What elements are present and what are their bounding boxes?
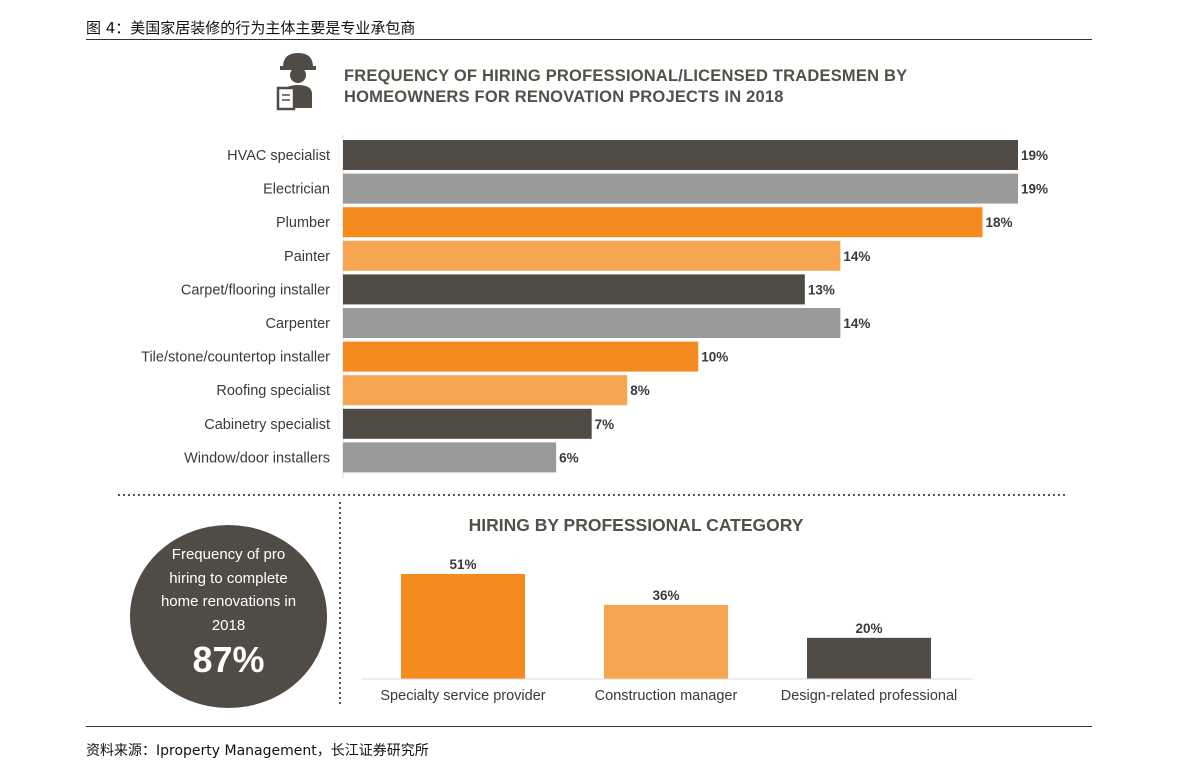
bar (343, 375, 628, 406)
top-rule (86, 39, 1092, 40)
category-label: Construction manager (595, 688, 738, 704)
stat-description: Frequency of pro hiring to complete home… (130, 543, 327, 637)
stat-value: 87% (192, 639, 265, 680)
bar (343, 341, 699, 372)
bar (343, 308, 841, 338)
category-label: Carpet/flooring installer (181, 282, 330, 298)
category-label: Cabinetry specialist (204, 417, 330, 433)
bar (343, 140, 1018, 170)
bar (343, 240, 841, 271)
bar (401, 574, 525, 679)
bar (343, 274, 805, 305)
pro-hiring-stat-circle: Frequency of pro hiring to complete home… (130, 525, 327, 708)
category-label: Specialty service provider (380, 688, 545, 704)
stat-line: Frequency of pro (171, 546, 286, 563)
category-label: Painter (284, 249, 330, 265)
category-label: Roofing specialist (216, 383, 330, 399)
data-label: 51% (449, 557, 476, 572)
category-label: Plumber (276, 215, 330, 231)
data-label: 13% (808, 282, 835, 297)
data-label: 36% (652, 588, 679, 603)
bottom-rule (86, 726, 1092, 727)
category-label: HVAC specialist (227, 148, 330, 164)
chart-title: FREQUENCY OF HIRING PROFESSIONAL/LICENSE… (344, 67, 907, 106)
data-label: 18% (985, 215, 1012, 230)
bar (604, 604, 728, 679)
data-label: 14% (843, 316, 870, 331)
bar (343, 408, 592, 439)
bar (343, 207, 983, 238)
category-label: Window/door installers (184, 450, 330, 466)
data-label: 10% (701, 350, 728, 365)
data-label: 14% (843, 249, 870, 264)
category-label: Electrician (263, 182, 330, 198)
bar (343, 173, 1018, 204)
stat-line: 2018 (211, 616, 246, 634)
stat-line: hiring to complete (169, 569, 288, 587)
data-label: 7% (595, 417, 615, 432)
stat-line: home renovations in (160, 593, 297, 610)
data-label: 8% (630, 383, 650, 398)
bar (807, 637, 931, 679)
worker-with-clipboard-icon (276, 50, 316, 116)
category-label: Design-related professional (781, 688, 958, 704)
category-label: Tile/stone/countertop installer (141, 350, 330, 366)
source-note: 资料来源：Iproperty Management，长江证券研究所 (86, 743, 429, 759)
category-chart-title: HIRING BY PROFESSIONAL CATEGORY (469, 515, 804, 535)
data-label: 19% (1021, 148, 1048, 163)
bar (343, 442, 557, 473)
data-label: 20% (855, 621, 882, 636)
data-label: 6% (559, 450, 579, 465)
category-label: Carpenter (266, 316, 331, 332)
data-label: 19% (1021, 182, 1048, 197)
figure-caption: 图 4：美国家居装修的行为主体主要是专业承包商 (86, 19, 416, 37)
